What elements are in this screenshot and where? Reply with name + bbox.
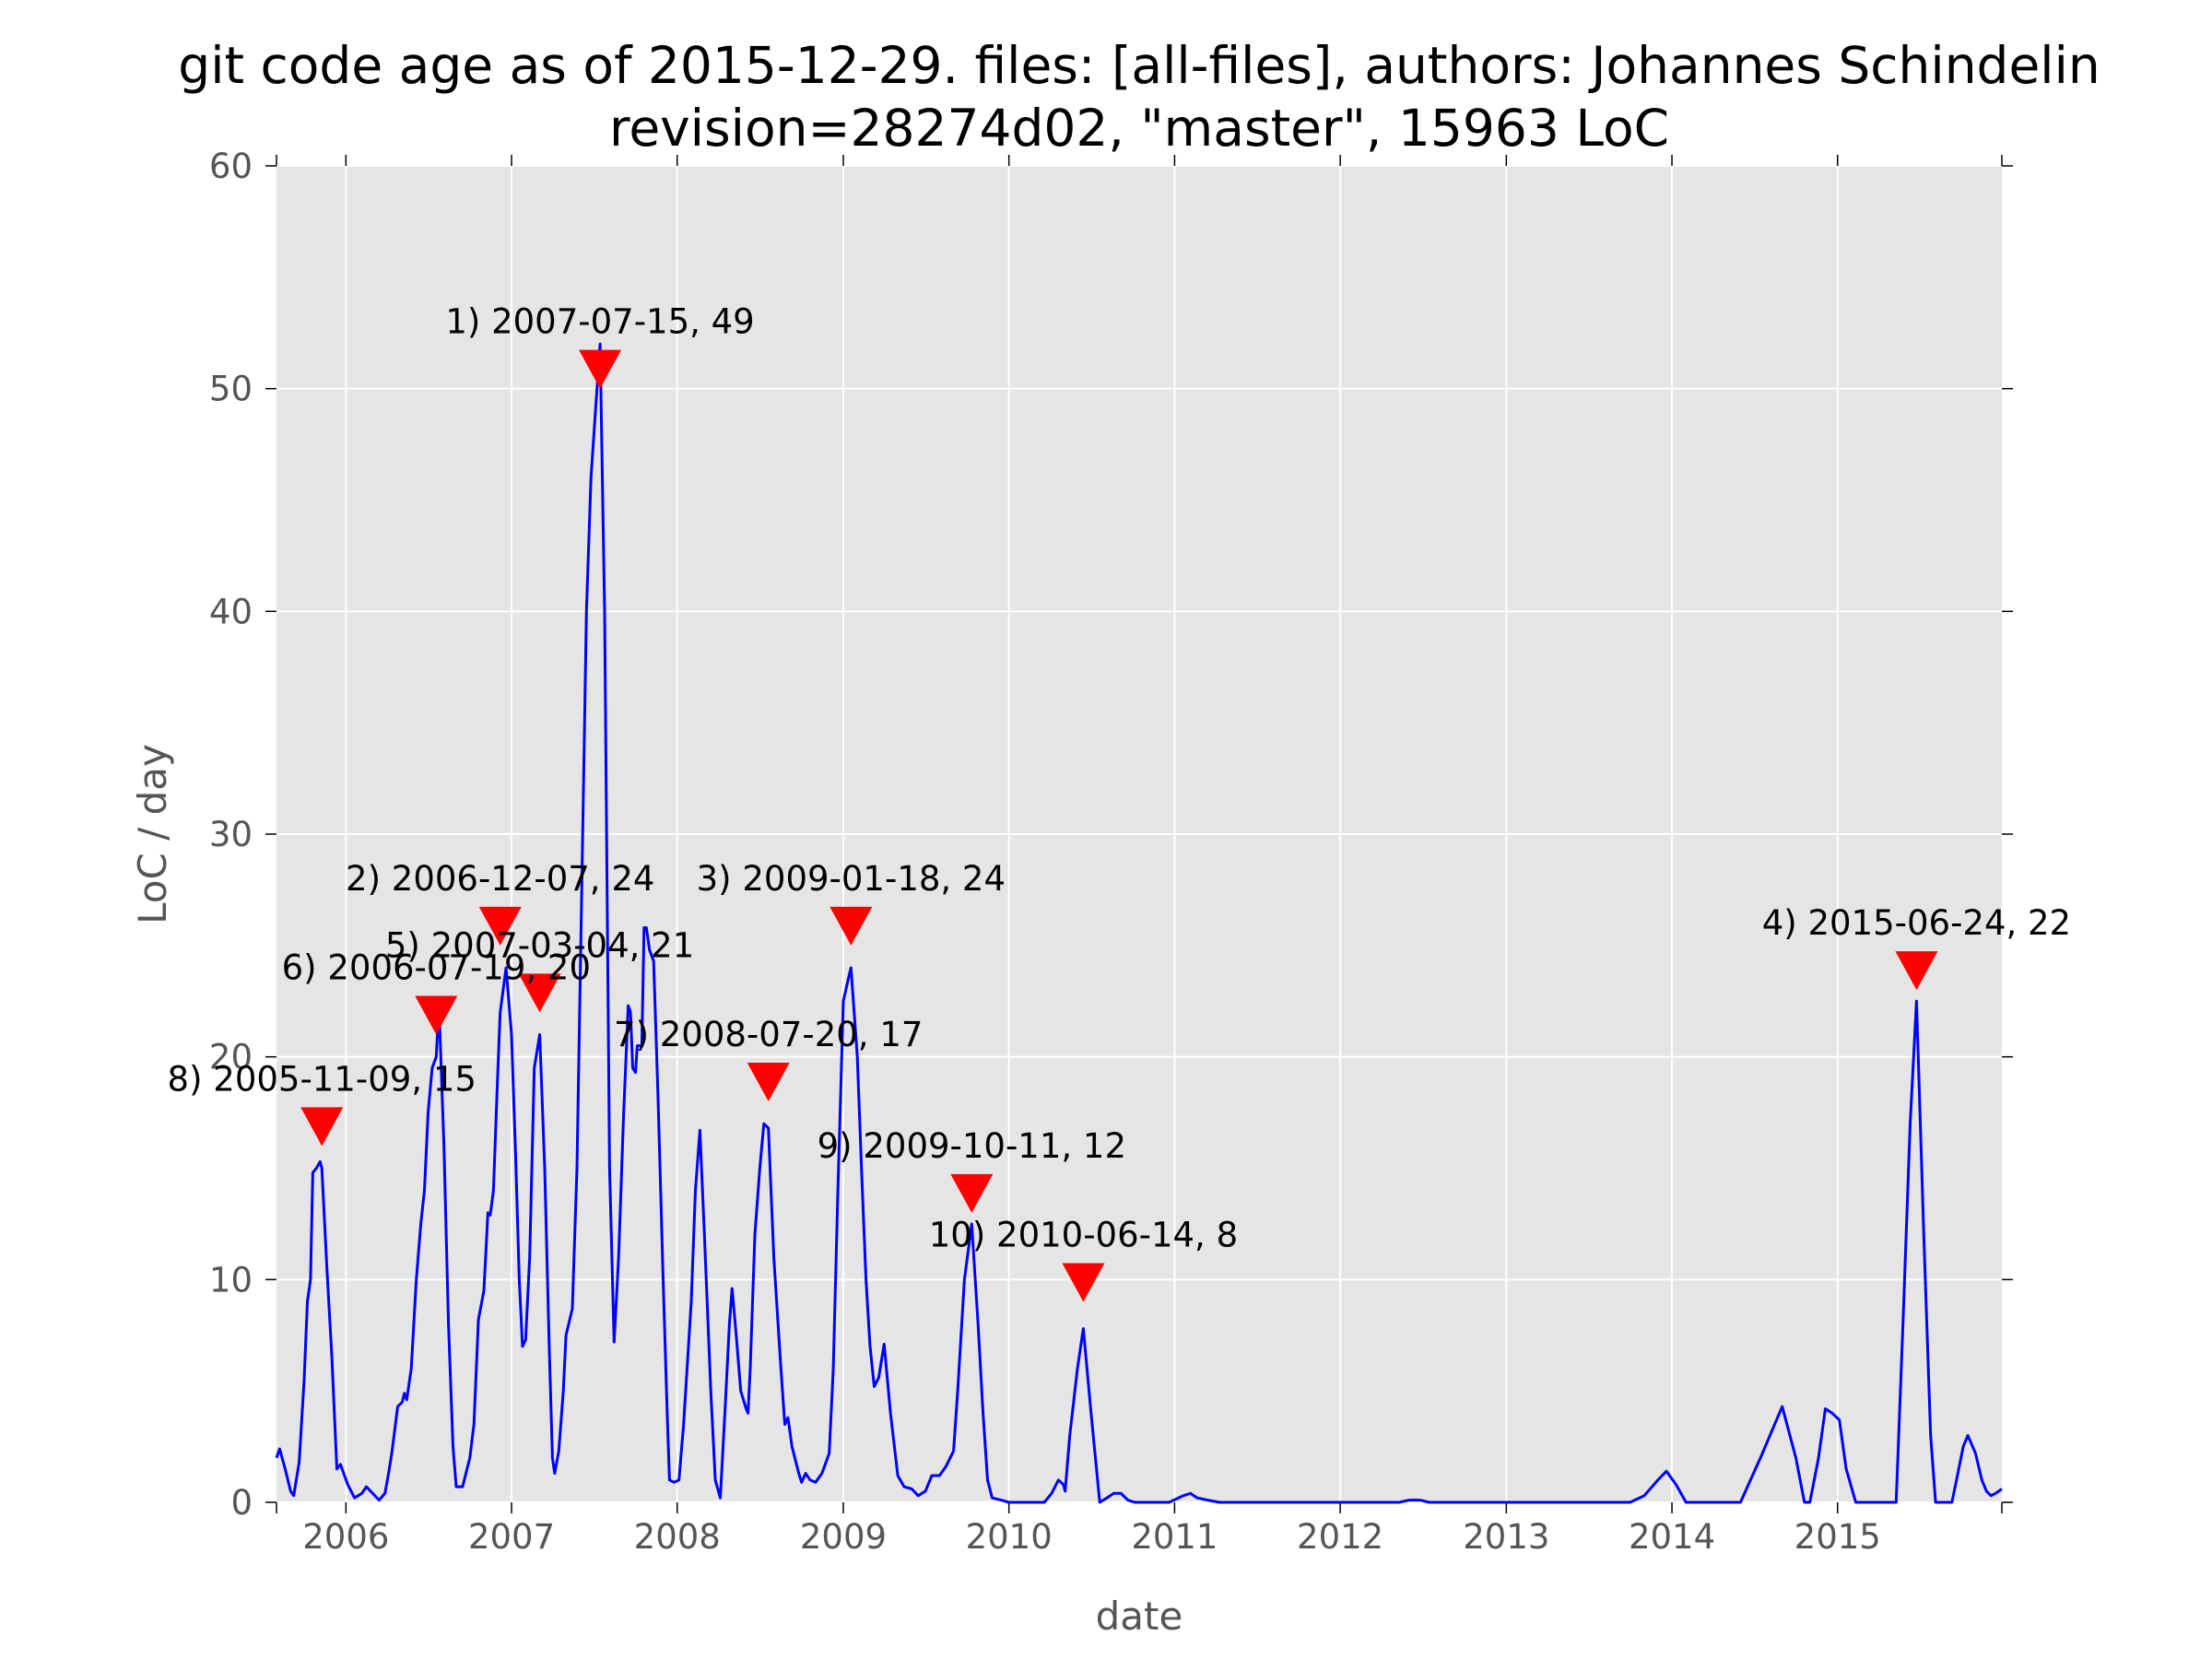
annotation-label: 3) 2009-01-18, 24 bbox=[697, 859, 1006, 899]
y-tick-label: 50 bbox=[209, 370, 253, 409]
annotation-label: 7) 2008-07-20, 17 bbox=[614, 1015, 923, 1054]
annotation-label: 10) 2010-06-14, 8 bbox=[929, 1216, 1238, 1255]
annotation-label: 6) 2006-07-19, 20 bbox=[282, 948, 591, 988]
y-tick-label: 30 bbox=[209, 815, 253, 854]
annotation-marker bbox=[579, 349, 622, 389]
annotation-marker bbox=[747, 1063, 790, 1101]
x-tick-label: 2013 bbox=[1463, 1517, 1549, 1557]
x-tick-label: 2006 bbox=[302, 1517, 389, 1557]
annotation-marker bbox=[478, 906, 522, 946]
y-tick-label: 10 bbox=[209, 1260, 253, 1300]
y-tick-label: 60 bbox=[209, 147, 253, 186]
annotation-marker bbox=[300, 1107, 344, 1147]
annotation-label: 8) 2005-11-09, 15 bbox=[168, 1059, 477, 1099]
annotation-label: 5) 2007-03-04, 21 bbox=[385, 925, 694, 965]
x-tick-label: 2008 bbox=[634, 1517, 721, 1557]
annotation-marker bbox=[518, 973, 561, 1013]
grid-lines bbox=[276, 165, 2002, 1503]
x-tick-label: 2011 bbox=[1131, 1517, 1218, 1557]
x-axis-label: date bbox=[1096, 1594, 1183, 1639]
axis-ticks: 0 10 20 30 40 50 60 2006 2007 2008 2009 2010 2011 201… bbox=[209, 147, 2013, 1557]
annotation-label: 4) 2015-06-24, 22 bbox=[1762, 903, 2071, 943]
x-tick-label: 2014 bbox=[1629, 1517, 1715, 1557]
x-tick-label: 2012 bbox=[1297, 1517, 1383, 1557]
chart-title-line1: git code age as of 2015-12-29. files: [a… bbox=[178, 36, 2100, 95]
x-tick-label: 2009 bbox=[800, 1517, 887, 1557]
annotation-label: 2) 2006-12-07, 24 bbox=[346, 859, 654, 899]
annotation-marker bbox=[1895, 951, 1938, 991]
annotation-marker bbox=[830, 906, 873, 946]
x-tick-label: 2015 bbox=[1794, 1517, 1881, 1557]
x-tick-label: 2007 bbox=[468, 1517, 555, 1557]
x-tick-label: 2010 bbox=[966, 1517, 1053, 1557]
chart-title-line2: revision=28274d02, "master", 15963 LoC bbox=[609, 99, 1669, 158]
annotation-marker bbox=[1062, 1263, 1105, 1302]
annotation-label: 1) 2007-07-15, 49 bbox=[445, 302, 754, 342]
annotation-label: 9) 2009-10-11, 12 bbox=[818, 1126, 1126, 1166]
annotation-marker bbox=[415, 995, 458, 1035]
annotation-marker bbox=[950, 1173, 994, 1213]
annotations-layer: 1) 2007-07-15, 49 2) 2006-12-07, 24 3) 200… bbox=[168, 302, 2071, 1302]
y-tick-label: 20 bbox=[209, 1038, 253, 1077]
y-tick-label: 0 bbox=[230, 1483, 253, 1523]
y-axis-label: LoC / day bbox=[130, 744, 175, 924]
y-tick-label: 40 bbox=[209, 592, 253, 631]
